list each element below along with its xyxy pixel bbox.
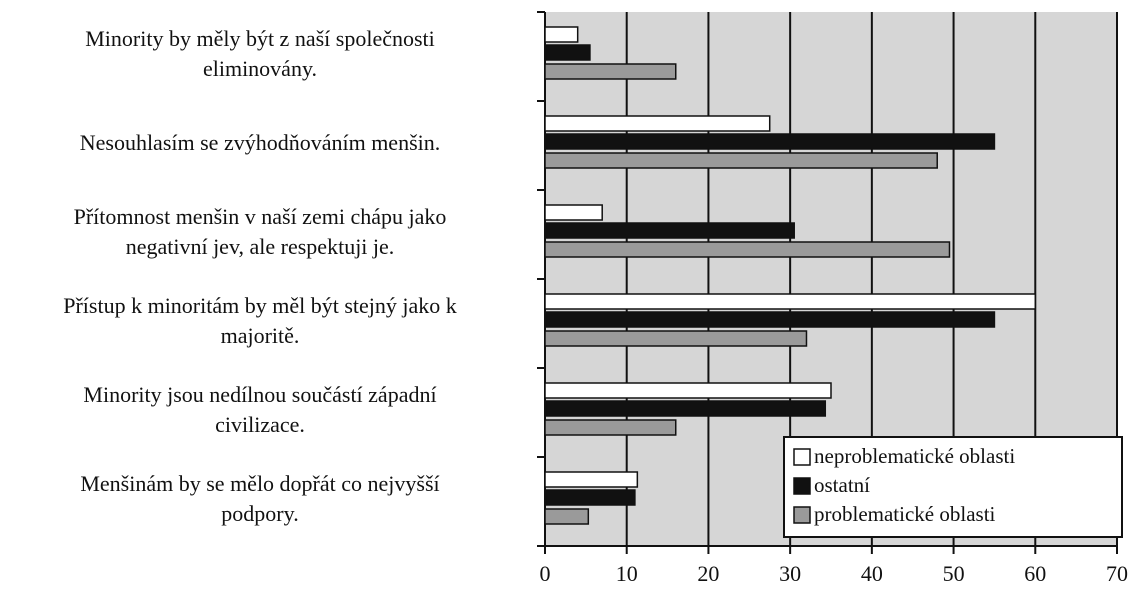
y-tick-label: Přítomnost menšin v naší zemi chápu jako…: [73, 203, 447, 259]
bar: [544, 400, 827, 417]
bar: [544, 44, 591, 61]
x-tick-label: 70: [1106, 561, 1128, 586]
bar: [544, 471, 639, 488]
bar: [544, 115, 771, 132]
x-tick-label: 0: [540, 561, 551, 586]
bar: [544, 204, 603, 221]
x-tick-label: 40: [861, 561, 883, 586]
bar: [544, 222, 795, 239]
x-tick-label: 50: [943, 561, 965, 586]
x-tick-label: 30: [779, 561, 801, 586]
legend-box: [783, 436, 1123, 538]
y-tick-label: Minority jsou nedílnou součástí západní …: [83, 381, 437, 437]
bar: [544, 152, 938, 169]
bar: [544, 241, 951, 258]
bar: [544, 330, 808, 347]
bar: [544, 63, 677, 80]
legend-swatch: [793, 448, 811, 466]
y-tick-label: Přístup k minoritám by měl být stejný ja…: [63, 292, 457, 348]
bar: [544, 311, 996, 328]
bar: [544, 489, 636, 506]
bar: [544, 293, 1037, 310]
legend-swatch: [793, 506, 811, 524]
x-tick-label: 20: [697, 561, 719, 586]
y-tick-label: Nesouhlasím se zvýhodňováním menšin.: [79, 129, 441, 155]
legend-swatch: [793, 477, 811, 495]
bar: [544, 382, 832, 399]
bar: [544, 26, 579, 43]
legend-label: neproblematické oblasti: [814, 444, 1015, 468]
bar: [544, 133, 996, 150]
y-tick-label: Minority by měly být z naší společnosti …: [85, 25, 435, 81]
x-tick-label: 60: [1024, 561, 1046, 586]
bar: [544, 508, 590, 525]
bar: [544, 419, 677, 436]
y-tick-label: Menšinám by se mělo dopřát co nejvyšší p…: [80, 470, 440, 526]
x-tick-label: 10: [616, 561, 638, 586]
legend-label: problematické oblasti: [814, 502, 996, 526]
legend-label: ostatní: [814, 473, 870, 497]
